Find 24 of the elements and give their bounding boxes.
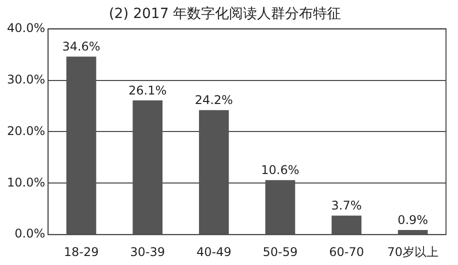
- x-tick-label: 70岁以上: [387, 244, 438, 259]
- y-tick-label: 20.0%: [6, 124, 46, 138]
- x-tick-label: 60-70: [329, 244, 364, 259]
- data-label: 26.1%: [128, 83, 167, 98]
- y-tick-label: 0.0%: [14, 226, 46, 241]
- bar: [132, 100, 163, 234]
- chart-title: (2) 2017 年数字化阅读人群分布特征: [108, 6, 342, 22]
- bar: [332, 216, 362, 234]
- data-label: 34.6%: [62, 40, 100, 54]
- x-tick-label: 50-59: [262, 244, 298, 259]
- data-label: 10.6%: [261, 163, 300, 178]
- y-tick-label: 40.0%: [6, 20, 46, 35]
- x-tick-label: 18-29: [64, 244, 99, 259]
- data-label: 3.7%: [331, 198, 362, 213]
- bar: [398, 230, 428, 234]
- bar: [66, 56, 96, 234]
- bar: [198, 110, 229, 234]
- bar: [265, 180, 296, 234]
- data-label: 0.9%: [398, 213, 428, 228]
- x-tick-label: 30-39: [130, 244, 166, 259]
- data-label: 24.2%: [194, 93, 233, 108]
- y-tick-label: 30.0%: [6, 72, 46, 86]
- y-tick-label: 10.0%: [6, 175, 46, 190]
- x-tick-label: 40-49: [196, 244, 232, 259]
